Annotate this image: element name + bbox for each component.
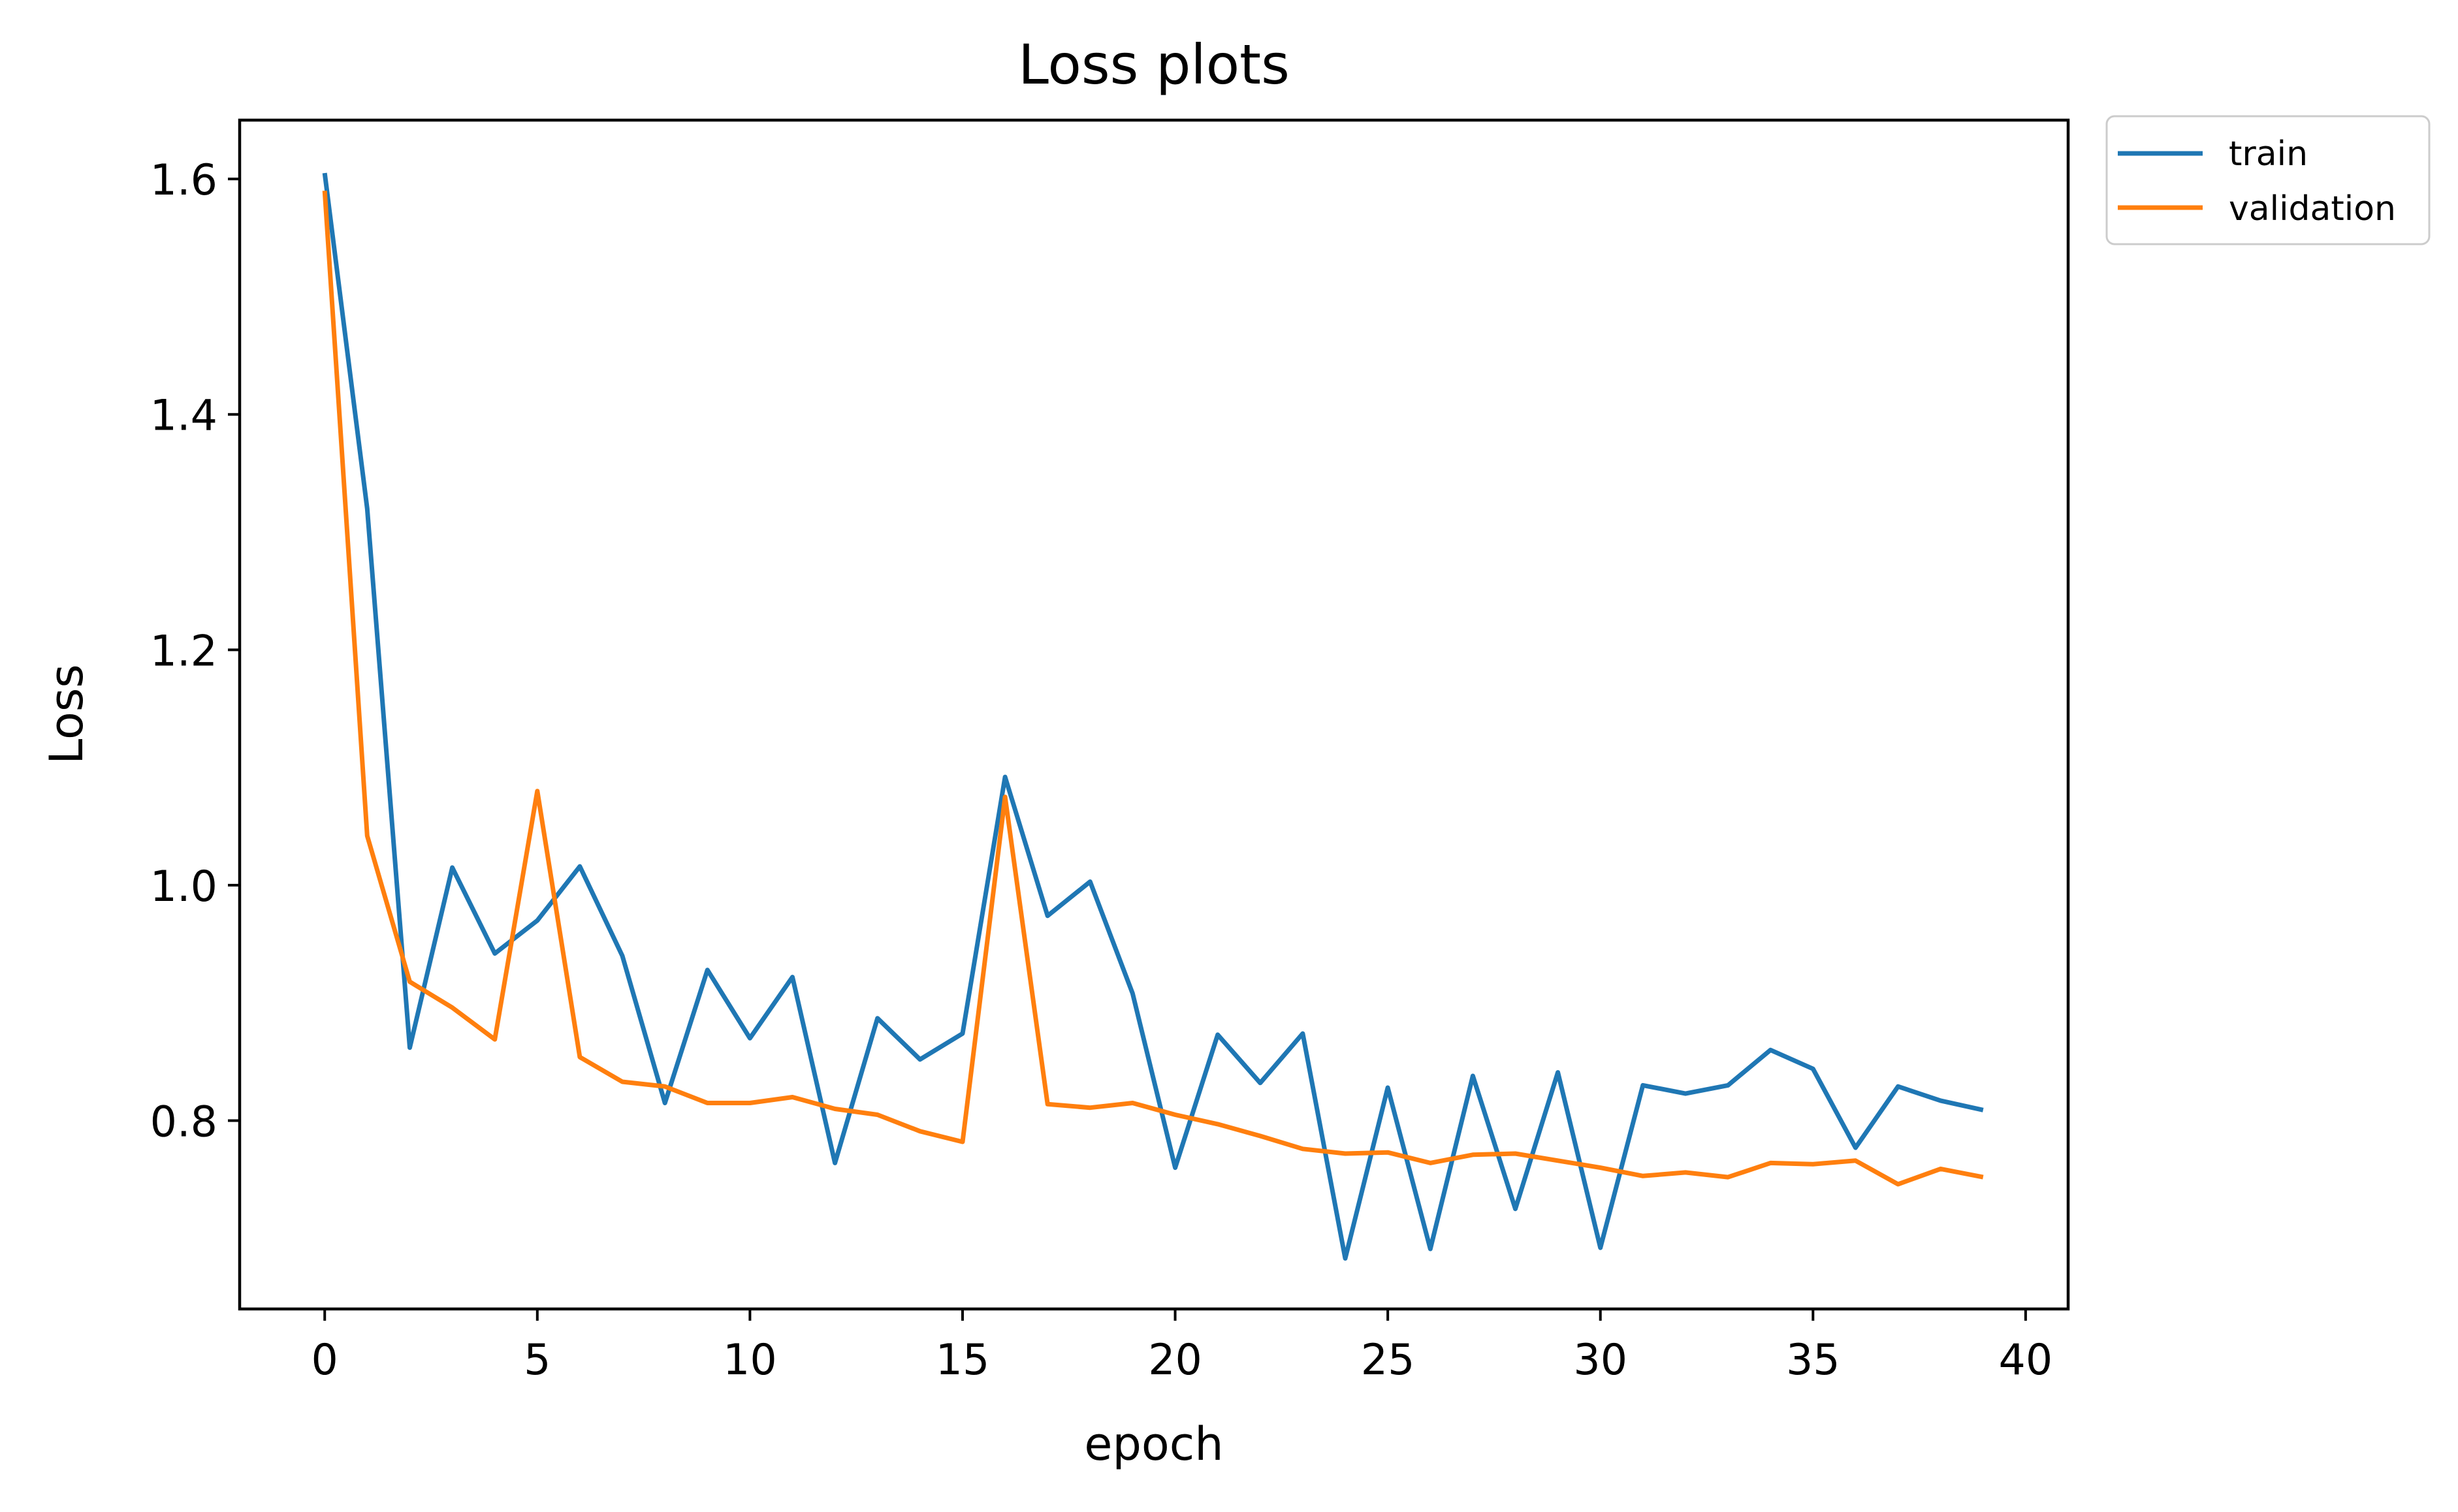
x-tick-label: 40	[1999, 1336, 2053, 1385]
series-lines	[322, 172, 1984, 1261]
y-axis-ticks: 0.8 1.0 1.2 1.4 1.6	[150, 156, 240, 1147]
y-axis-label: Loss	[40, 664, 93, 764]
y-tick-label: 0.8	[150, 1098, 217, 1147]
series-line-validation	[322, 190, 1984, 1187]
chart-title: Loss plots	[1018, 33, 1290, 97]
x-tick-label: 0	[311, 1336, 338, 1385]
legend-validation-label: validation	[2229, 189, 2396, 228]
x-tick-label: 20	[1148, 1336, 1202, 1385]
y-tick-label: 1.6	[150, 156, 217, 205]
x-tick-label: 15	[936, 1336, 990, 1385]
x-tick-label: 10	[723, 1336, 777, 1385]
legend: train validation	[2105, 115, 2431, 245]
plot-frame	[238, 118, 2070, 1311]
x-tick-label: 25	[1361, 1336, 1415, 1385]
x-tick-label: 30	[1573, 1336, 1627, 1385]
x-axis-label: epoch	[1084, 1417, 1223, 1471]
y-tick-label: 1.2	[150, 627, 217, 676]
y-tick-label: 1.0	[150, 862, 217, 911]
x-tick-label: 35	[1786, 1336, 1840, 1385]
legend-train-label: train	[2229, 134, 2308, 174]
x-tick-label: 5	[524, 1336, 551, 1385]
y-tick-label: 1.4	[150, 392, 217, 441]
legend-box	[2105, 115, 2431, 245]
series-line-train	[322, 172, 1984, 1261]
x-axis-ticks: 0 5 10 15 20 25 30 35 40	[311, 1309, 2053, 1385]
